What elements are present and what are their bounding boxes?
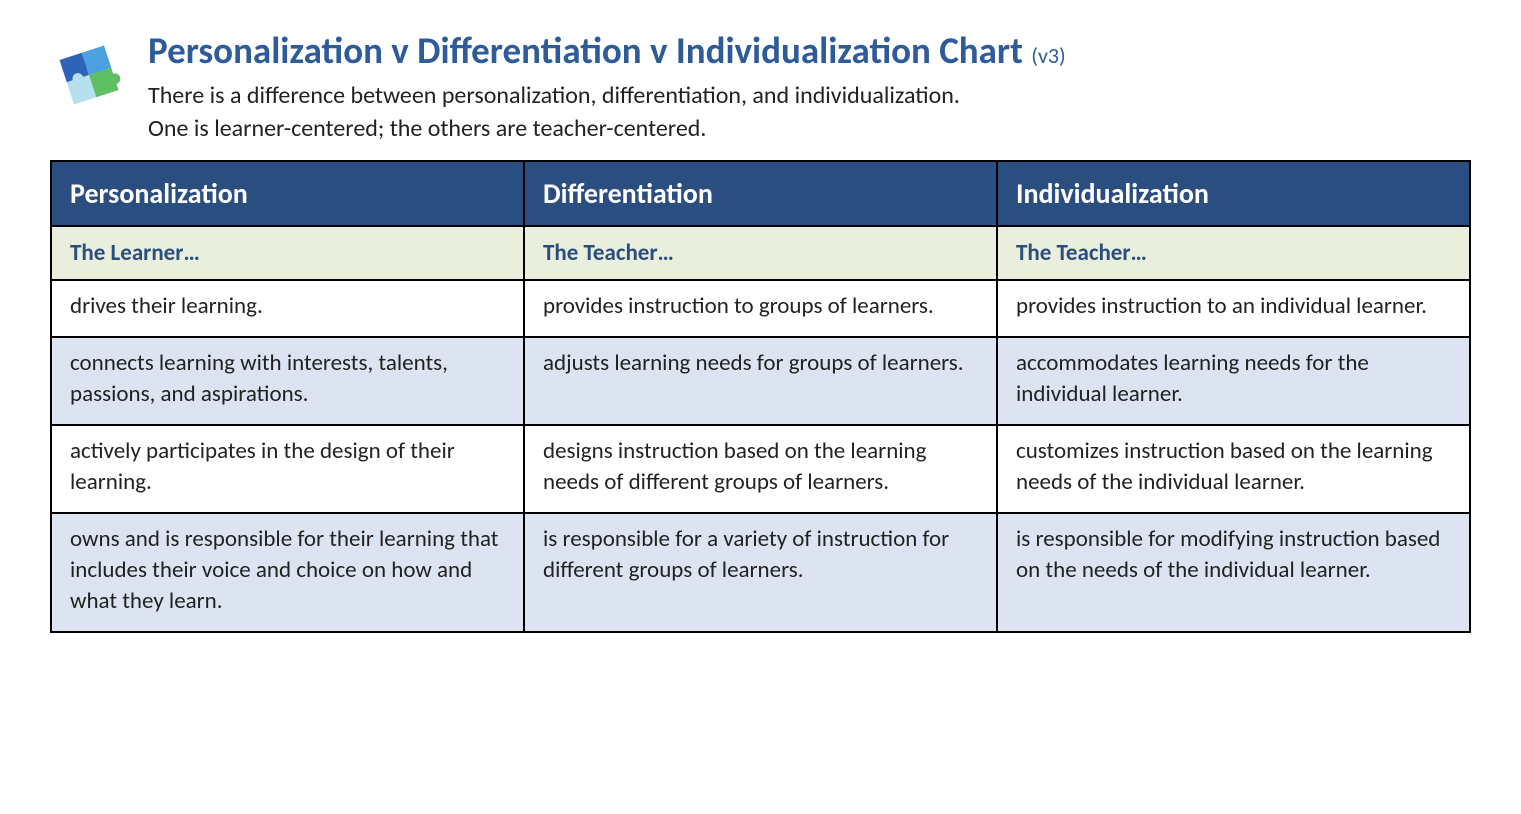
page-header: Personalization v Differentiation v Indi… xyxy=(50,30,1471,146)
table-cell: connects learning with interests, talent… xyxy=(51,337,524,425)
table-cell: customizes instruction based on the lear… xyxy=(997,425,1470,513)
title-version: (v3) xyxy=(1031,42,1065,69)
table-row: connects learning with interests, talent… xyxy=(51,337,1470,425)
role-cell-differentiation: The Teacher… xyxy=(524,226,997,280)
col-header-personalization: Personalization xyxy=(51,161,524,226)
table-cell: is responsible for a variety of instruct… xyxy=(524,513,997,632)
table-cell: drives their learning. xyxy=(51,280,524,337)
table-cell: actively participates in the design of t… xyxy=(51,425,524,513)
comparison-table: Personalization Differentiation Individu… xyxy=(50,160,1471,633)
role-cell-personalization: The Learner… xyxy=(51,226,524,280)
table-cell: adjusts learning needs for groups of lea… xyxy=(524,337,997,425)
title-block: Personalization v Differentiation v Indi… xyxy=(148,30,1471,146)
table-row: actively participates in the design of t… xyxy=(51,425,1470,513)
role-cell-individualization: The Teacher… xyxy=(997,226,1470,280)
subtitle-line-2: One is learner-centered; the others are … xyxy=(148,114,706,143)
table-cell: provides instruction to groups of learne… xyxy=(524,280,997,337)
page-subtitle: There is a difference between personaliz… xyxy=(148,79,1471,146)
table-cell: designs instruction based on the learnin… xyxy=(524,425,997,513)
table-row: drives their learning.provides instructi… xyxy=(51,280,1470,337)
page-title: Personalization v Differentiation v Indi… xyxy=(148,30,1471,73)
col-header-individualization: Individualization xyxy=(997,161,1470,226)
puzzle-logo-icon xyxy=(50,36,128,119)
col-header-differentiation: Differentiation xyxy=(524,161,997,226)
title-text: Personalization v Differentiation v Indi… xyxy=(148,28,1023,73)
table-cell: owns and is responsible for their learni… xyxy=(51,513,524,632)
table-cell: provides instruction to an individual le… xyxy=(997,280,1470,337)
table-row: owns and is responsible for their learni… xyxy=(51,513,1470,632)
table-header-row: Personalization Differentiation Individu… xyxy=(51,161,1470,226)
table-cell: accommodates learning needs for the indi… xyxy=(997,337,1470,425)
table-body: The Learner… The Teacher… The Teacher… d… xyxy=(51,226,1470,632)
table-cell: is responsible for modifying instruction… xyxy=(997,513,1470,632)
role-row: The Learner… The Teacher… The Teacher… xyxy=(51,226,1470,280)
subtitle-line-1: There is a difference between personaliz… xyxy=(148,81,960,110)
